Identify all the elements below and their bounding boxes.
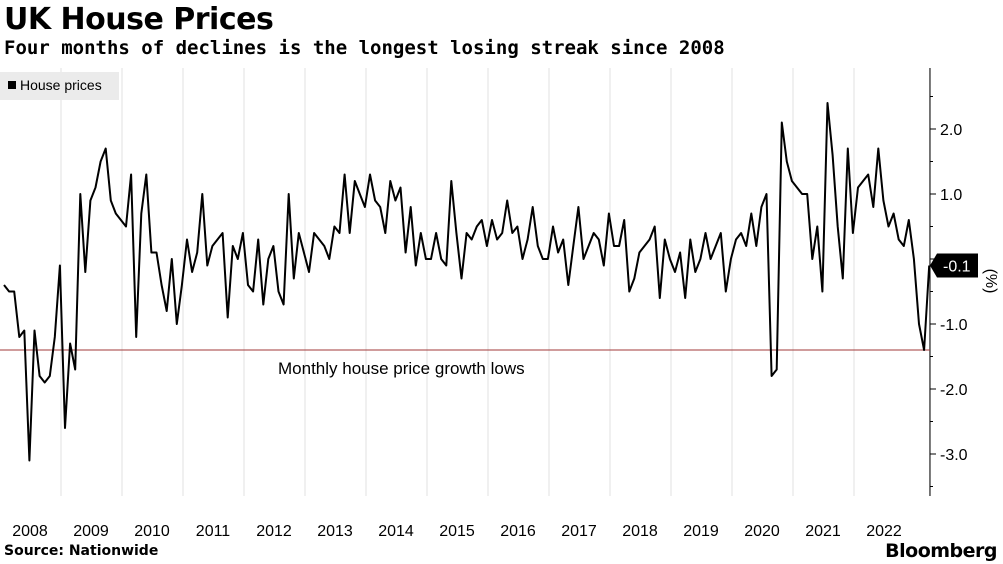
- x-tick-label: 2008: [12, 523, 48, 540]
- last-value-text: -0.1: [943, 259, 971, 276]
- x-tick-label: 2013: [317, 523, 353, 540]
- series-line-house-prices: [3, 102, 931, 462]
- y-tick-label: -1.0: [940, 317, 968, 334]
- y-tick-label: -2.0: [940, 382, 968, 399]
- y-tick-label: 2.0: [940, 122, 962, 139]
- x-tick-label: 2016: [500, 523, 536, 540]
- legend-background: [0, 72, 119, 100]
- y-axis: 2.01.00.0-1.0-2.0-3.0: [929, 68, 968, 496]
- bloomberg-logo: Bloomberg: [885, 540, 997, 562]
- x-axis-labels: 2008 2009 2010 2011 2012 2013 2014 2015 2016 2017…: [12, 523, 902, 540]
- last-value-badge: -0.1: [930, 253, 978, 278]
- x-tick-label: 2017: [561, 523, 597, 540]
- y-axis-label: (%): [982, 269, 999, 294]
- legend-swatch: [8, 81, 16, 89]
- chart-subtitle: Four months of declines is the longest l…: [4, 37, 725, 59]
- x-tick-label: 2012: [256, 523, 292, 540]
- x-tick-label: 2011: [196, 523, 231, 540]
- y-tick-label: 1.0: [940, 187, 962, 204]
- x-tick-label: 2015: [439, 523, 475, 540]
- reference-line-label: Monthly house price growth lows: [278, 359, 525, 378]
- x-tick-label: 2022: [866, 523, 902, 540]
- y-tick-label: -3.0: [940, 447, 968, 464]
- legend: House prices: [0, 72, 119, 100]
- x-tick-label: 2009: [73, 523, 109, 540]
- legend-label-house-prices: House prices: [20, 77, 102, 93]
- last-value-background: [930, 253, 978, 278]
- x-tick-label: 2021: [805, 523, 841, 540]
- chart-title: UK House Prices: [4, 2, 274, 37]
- x-tick-label: 2014: [378, 523, 414, 540]
- x-tick-label: 2020: [744, 523, 780, 540]
- source-note: Source: Nationwide: [4, 543, 159, 559]
- x-tick-label: 2018: [622, 523, 658, 540]
- x-tick-label: 2010: [134, 523, 170, 540]
- x-tick-label: 2019: [683, 523, 719, 540]
- year-gridlines: [60, 68, 930, 496]
